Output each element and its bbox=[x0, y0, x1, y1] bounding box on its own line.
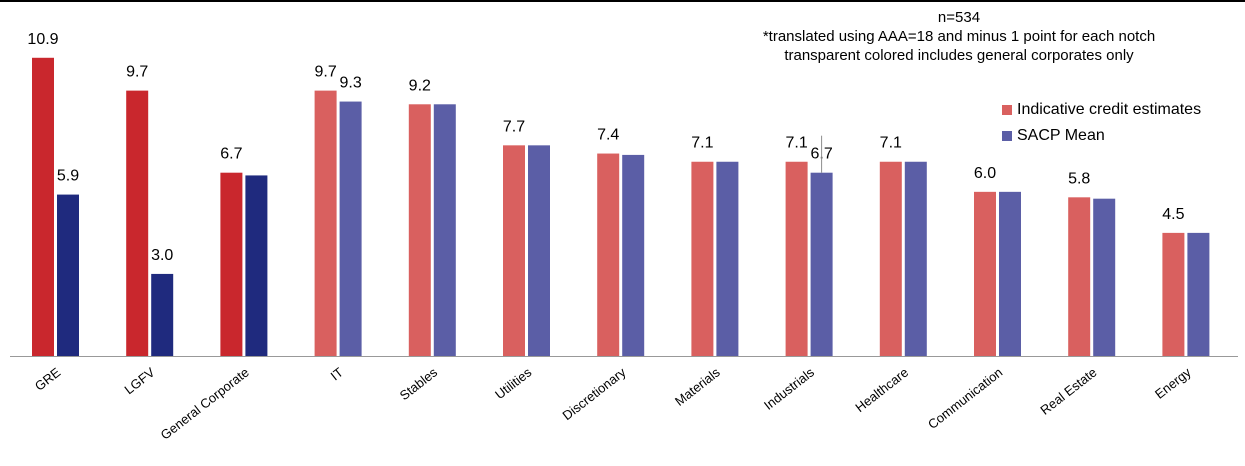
data-label-credit-estimate-materials: 7.1 bbox=[691, 135, 713, 152]
data-label-credit-estimate-energy: 4.5 bbox=[1162, 206, 1184, 223]
bar-sacp-mean-utilities bbox=[528, 145, 550, 356]
bar-credit-estimate-industrials bbox=[785, 161, 808, 356]
category-label-industrials: Industrials bbox=[761, 364, 817, 413]
sample-size-note: n=534 bbox=[937, 9, 981, 26]
data-label-credit-estimate-gre: 10.9 bbox=[27, 31, 58, 48]
bar-sacp-mean-stables bbox=[433, 104, 456, 356]
bar-credit-estimate-it bbox=[314, 90, 337, 356]
bar-sacp-mean-materials bbox=[716, 161, 739, 356]
data-label-credit-estimate-stables: 9.2 bbox=[409, 77, 431, 94]
bar-credit-estimate-lgfv bbox=[126, 90, 149, 356]
bar-sacp-mean-energy bbox=[1187, 232, 1210, 356]
bar-sacp-mean-discretionary bbox=[622, 154, 645, 356]
bar-sacp-mean-industrials bbox=[810, 172, 833, 356]
bar-sacp-mean-gre bbox=[57, 194, 79, 356]
chart-legend: Indicative credit estimates SACP Mean bbox=[1002, 97, 1201, 149]
bar-credit-estimate-energy bbox=[1162, 232, 1185, 356]
transparency-note: transparent colored includes general cor… bbox=[784, 47, 1134, 64]
legend-swatch-sacp-mean bbox=[1002, 131, 1012, 141]
bar-sacp-mean-real-estate bbox=[1093, 198, 1116, 356]
bar-credit-estimate-discretionary bbox=[597, 153, 620, 356]
data-label-credit-estimate-utilities: 7.7 bbox=[503, 118, 525, 135]
legend-item-sacp-mean: SACP Mean bbox=[1002, 123, 1201, 149]
data-label-credit-estimate-it: 9.7 bbox=[314, 64, 336, 81]
bar-credit-estimate-gre bbox=[32, 57, 54, 357]
data-label-credit-estimate-general-corporate: 6.7 bbox=[220, 146, 242, 163]
chart-notes: n=534 *translated using AAA=18 and minus… bbox=[679, 8, 1239, 65]
translation-note: *translated using AAA=18 and minus 1 poi… bbox=[762, 28, 1156, 45]
bar-sacp-mean-healthcare bbox=[904, 161, 927, 356]
bar-credit-estimate-general-corporate bbox=[220, 172, 243, 356]
data-label-credit-estimate-healthcare: 7.1 bbox=[880, 135, 902, 152]
data-label-credit-estimate-discretionary: 7.4 bbox=[597, 127, 619, 144]
category-label-discretionary: Discretionary bbox=[560, 364, 629, 423]
bar-sacp-mean-lgfv bbox=[151, 273, 174, 356]
category-label-communication: Communication bbox=[925, 365, 1005, 432]
bar-credit-estimate-healthcare bbox=[879, 161, 902, 356]
data-label-credit-estimate-industrials: 7.1 bbox=[785, 135, 807, 152]
category-label-it: IT bbox=[328, 365, 346, 384]
bar-credit-estimate-communication bbox=[974, 191, 996, 356]
category-label-energy: Energy bbox=[1152, 364, 1194, 401]
category-label-general-corporate: General Corporate bbox=[158, 365, 252, 443]
category-label-utilities: Utilities bbox=[492, 364, 535, 402]
category-label-real-estate: Real Estate bbox=[1037, 365, 1099, 418]
category-label-healthcare: Healthcare bbox=[852, 365, 911, 416]
bar-credit-estimate-stables bbox=[408, 104, 431, 356]
category-label-materials: Materials bbox=[672, 364, 723, 409]
legend-label-credit-estimates: Indicative credit estimates bbox=[1017, 101, 1202, 118]
data-label-sacp-mean-it: 9.3 bbox=[339, 75, 361, 92]
category-label-gre: GRE bbox=[32, 364, 64, 393]
legend-label-sacp-mean: SACP Mean bbox=[1017, 127, 1105, 144]
data-label-sacp-mean-gre: 5.9 bbox=[57, 168, 79, 185]
data-label-credit-estimate-communication: 6.0 bbox=[974, 165, 996, 182]
bar-sacp-mean-it bbox=[339, 101, 362, 356]
bar-credit-estimate-real-estate bbox=[1068, 197, 1091, 356]
category-label-stables: Stables bbox=[397, 364, 441, 403]
bar-credit-estimate-utilities bbox=[503, 145, 525, 356]
legend-item-credit-estimates: Indicative credit estimates bbox=[1002, 97, 1201, 123]
bar-sacp-mean-general-corporate bbox=[245, 175, 268, 356]
category-label-lgfv: LGFV bbox=[122, 364, 158, 397]
data-label-credit-estimate-lgfv: 9.7 bbox=[126, 64, 148, 81]
legend-swatch-credit-estimates bbox=[1002, 105, 1012, 115]
bar-credit-estimate-materials bbox=[691, 161, 714, 356]
data-label-credit-estimate-real-estate: 5.8 bbox=[1068, 170, 1090, 187]
data-label-sacp-mean-lgfv: 3.0 bbox=[151, 247, 173, 264]
bar-sacp-mean-communication bbox=[999, 191, 1021, 356]
